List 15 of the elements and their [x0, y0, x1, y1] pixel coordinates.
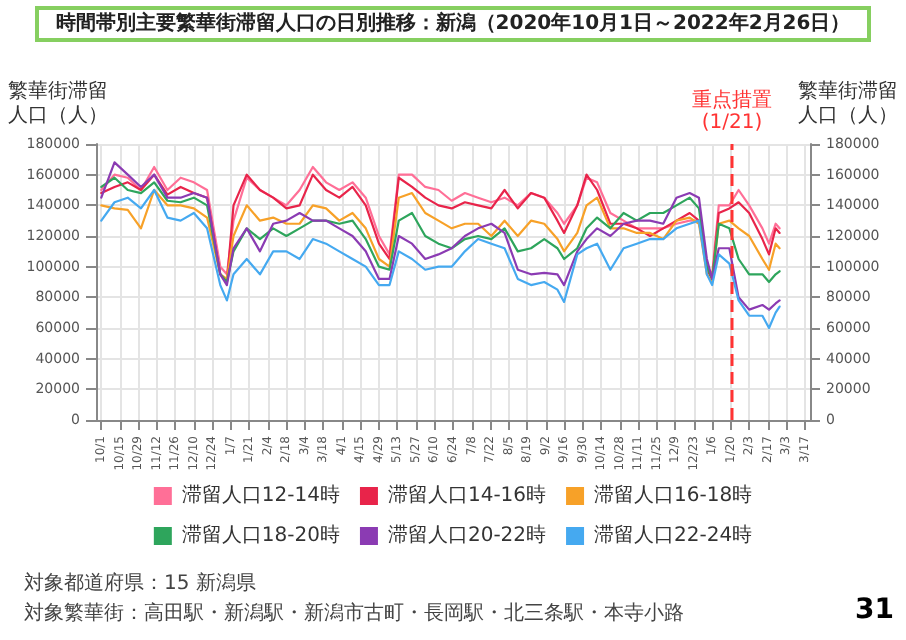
- ref-line-label: 重点措置(1/21): [691, 88, 772, 134]
- line-series: [100, 161, 781, 311]
- text: 31: [855, 594, 894, 626]
- chart-title: 時間帯別主要繁華街滞留人口の日別推移：新潟（2020年10月1日～2022年2月26日）: [55, 11, 851, 35]
- legend-label: 滞留人口18-20時: [181, 523, 340, 547]
- legend-label: 滞留人口14-16時: [387, 483, 547, 507]
- legend-label: 滞留人口16-18時: [594, 483, 753, 507]
- line-series: [100, 188, 781, 330]
- text: 対象繁華街：高田駅・新潟駅・新潟市古町・長岡駅・北三条駅・本寺小路: [24, 601, 684, 625]
- y2-axis-title: 繁華街滞留人口（人）: [798, 79, 898, 127]
- legend-label: 滞留人口22-24時: [594, 523, 753, 547]
- y-axis-title: 繁華街滞留人口（人）: [8, 79, 108, 127]
- text: 対象都道府県：15 新潟県: [24, 571, 256, 595]
- legend-label: 滞留人口20-22時: [387, 523, 547, 547]
- legend-label: 滞留人口12-14時: [181, 483, 340, 507]
